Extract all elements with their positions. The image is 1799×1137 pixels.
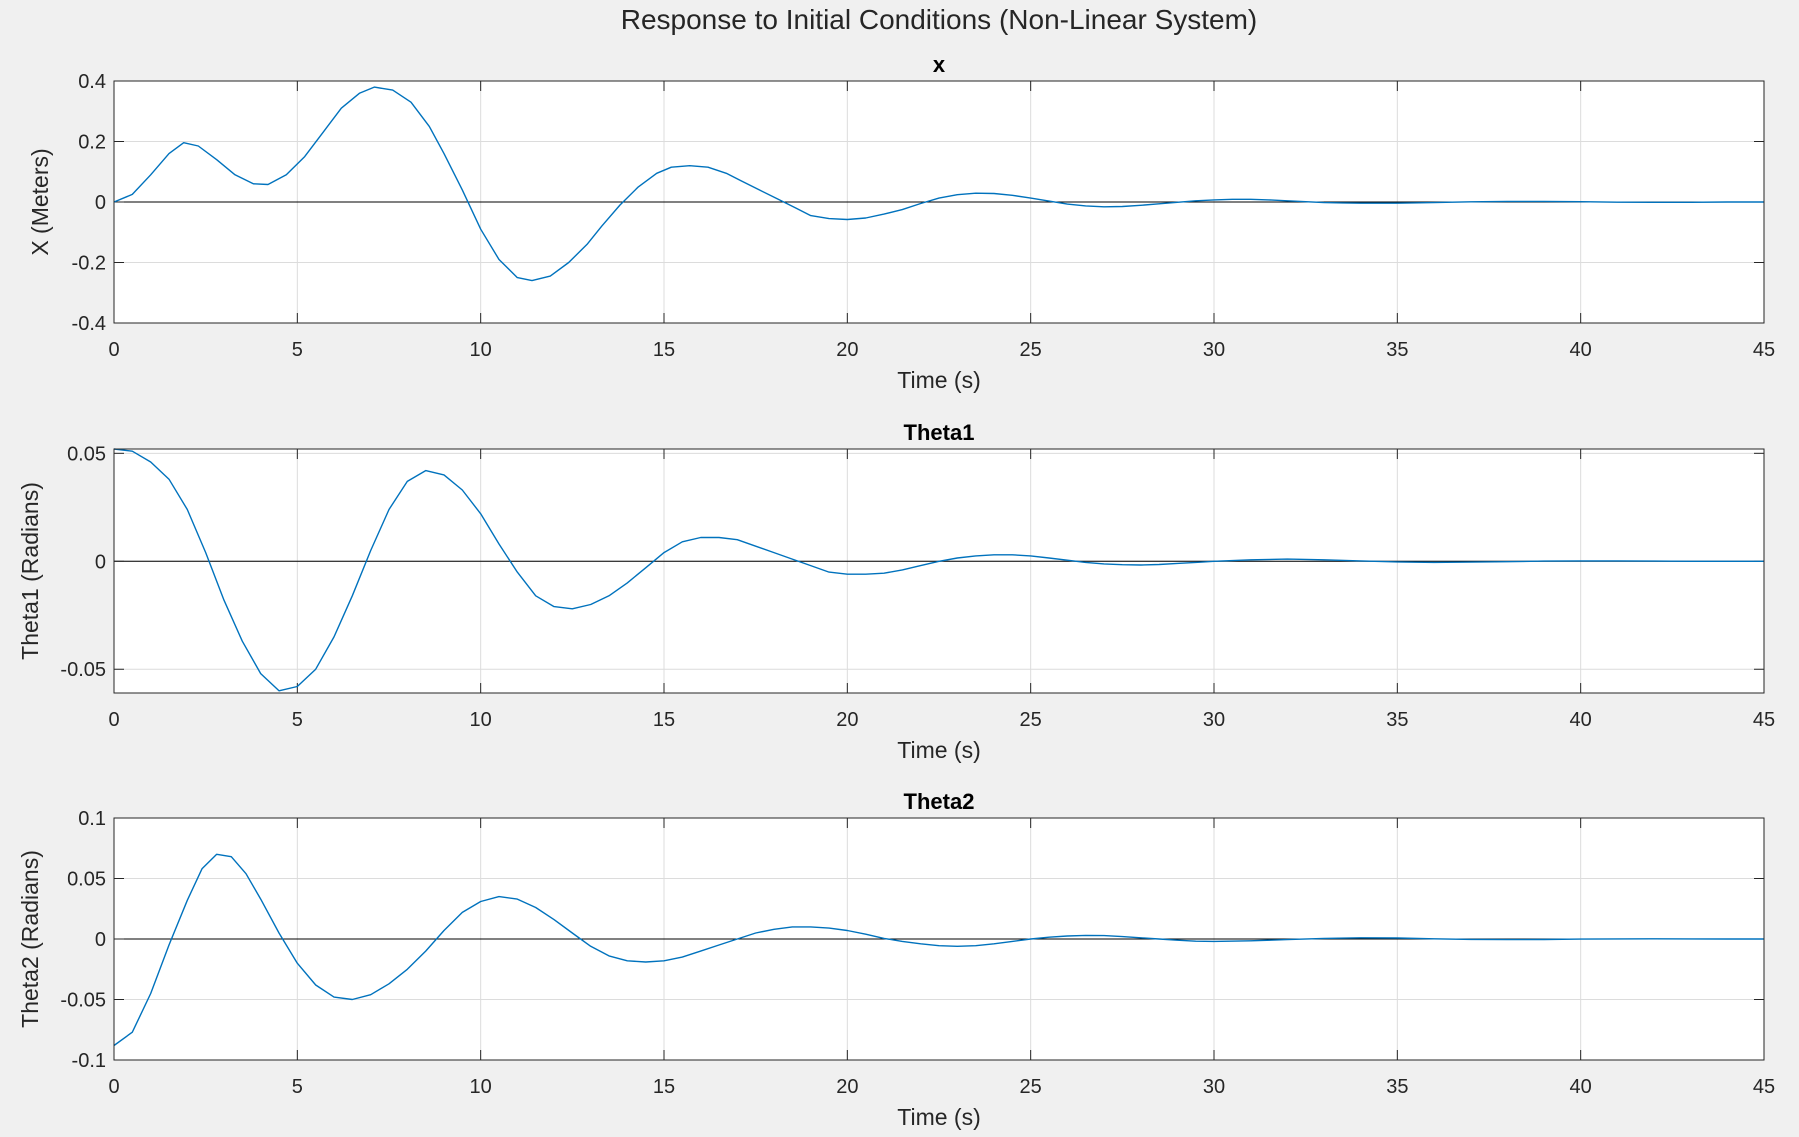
axes-box [113, 80, 1765, 324]
x-tick-label: 10 [470, 709, 492, 731]
subplot-title: Theta1 [904, 420, 975, 445]
x-tick-label: 25 [1020, 339, 1042, 361]
y-tick-label: -0.05 [60, 659, 106, 681]
x-tick-label: 35 [1386, 339, 1408, 361]
x-tick-label: 5 [292, 709, 303, 731]
x-axis-label: Time (s) [897, 1104, 980, 1130]
x-tick-label: 10 [470, 339, 492, 361]
x-tick-label: 0 [108, 339, 119, 361]
y-tick-label: 0.1 [78, 808, 106, 830]
y-axis-label: Theta1 (Radians) [17, 482, 43, 660]
axes-background [114, 449, 1764, 693]
x-tick-label: 15 [653, 339, 675, 361]
x-axis-label: Time (s) [897, 737, 980, 763]
x-tick-label: 30 [1203, 709, 1225, 731]
x-tick-label: 20 [836, 1076, 858, 1098]
series-line-1 [113, 853, 1764, 1047]
subplot-1: 0 5 10 15 20 25 30 35 40 45 -0.4 -0.2 0 0.2 0.4 x Time (… [27, 52, 1775, 393]
series-line-1 [113, 448, 1764, 692]
x-tick-label: 45 [1753, 1076, 1775, 1098]
subplot-3: 0 5 10 15 20 25 30 35 40 45 -0.1 -0.05 0 0.05 0.1 Theta… [17, 789, 1775, 1130]
x-tick-label: 30 [1203, 1076, 1225, 1098]
y-tick-label: -0.05 [60, 990, 106, 1012]
y-tick-label: 0 [95, 929, 106, 951]
y-tick-label: 0.05 [67, 443, 106, 465]
y-tick-label: -0.1 [72, 1050, 106, 1072]
x-tick-label: 10 [470, 1076, 492, 1098]
figure-title: Response to Initial Conditions (Non-Line… [621, 4, 1258, 35]
y-axis-label: X (Meters) [27, 148, 53, 255]
x-tick-label: 20 [836, 709, 858, 731]
x-tick-label: 20 [836, 339, 858, 361]
x-axis-label: Time (s) [897, 367, 980, 393]
axes-box [113, 817, 1765, 1061]
y-tick-label: -0.4 [72, 313, 106, 335]
x-tick-label: 45 [1753, 339, 1775, 361]
x-tick-label: 35 [1386, 709, 1408, 731]
x-tick-label: 45 [1753, 709, 1775, 731]
series-line-1 [113, 86, 1764, 282]
x-tick-label: 15 [653, 709, 675, 731]
x-tick-label: 0 [108, 1076, 119, 1098]
x-tick-label: 25 [1020, 709, 1042, 731]
y-tick-label: 0.2 [78, 132, 106, 154]
x-tick-label: 40 [1570, 339, 1592, 361]
subplots: 0 5 10 15 20 25 30 35 40 45 -0.4 -0.2 0 0.2 0.4 x Time (… [17, 52, 1775, 1130]
axes-box [113, 448, 1765, 694]
subplot-2: 0 5 10 15 20 25 30 35 40 45 -0.05 0 0.05 Theta1 Time (… [17, 420, 1775, 763]
x-tick-label: 15 [653, 1076, 675, 1098]
x-tick-label: 35 [1386, 1076, 1408, 1098]
x-tick-label: 5 [292, 339, 303, 361]
subplot-title: x [933, 52, 946, 77]
y-tick-label: 0 [95, 551, 106, 573]
x-tick-label: 40 [1570, 1076, 1592, 1098]
y-axis-label: Theta2 (Radians) [17, 850, 43, 1028]
y-tick-label: 0 [95, 192, 106, 214]
x-tick-label: 40 [1570, 709, 1592, 731]
x-tick-label: 25 [1020, 1076, 1042, 1098]
subplot-title: Theta2 [904, 789, 975, 814]
x-tick-label: 0 [108, 709, 119, 731]
x-tick-label: 30 [1203, 339, 1225, 361]
x-tick-label: 5 [292, 1076, 303, 1098]
y-tick-label: -0.2 [72, 253, 106, 275]
y-tick-label: 0.05 [67, 869, 106, 891]
y-tick-label: 0.4 [78, 71, 106, 93]
